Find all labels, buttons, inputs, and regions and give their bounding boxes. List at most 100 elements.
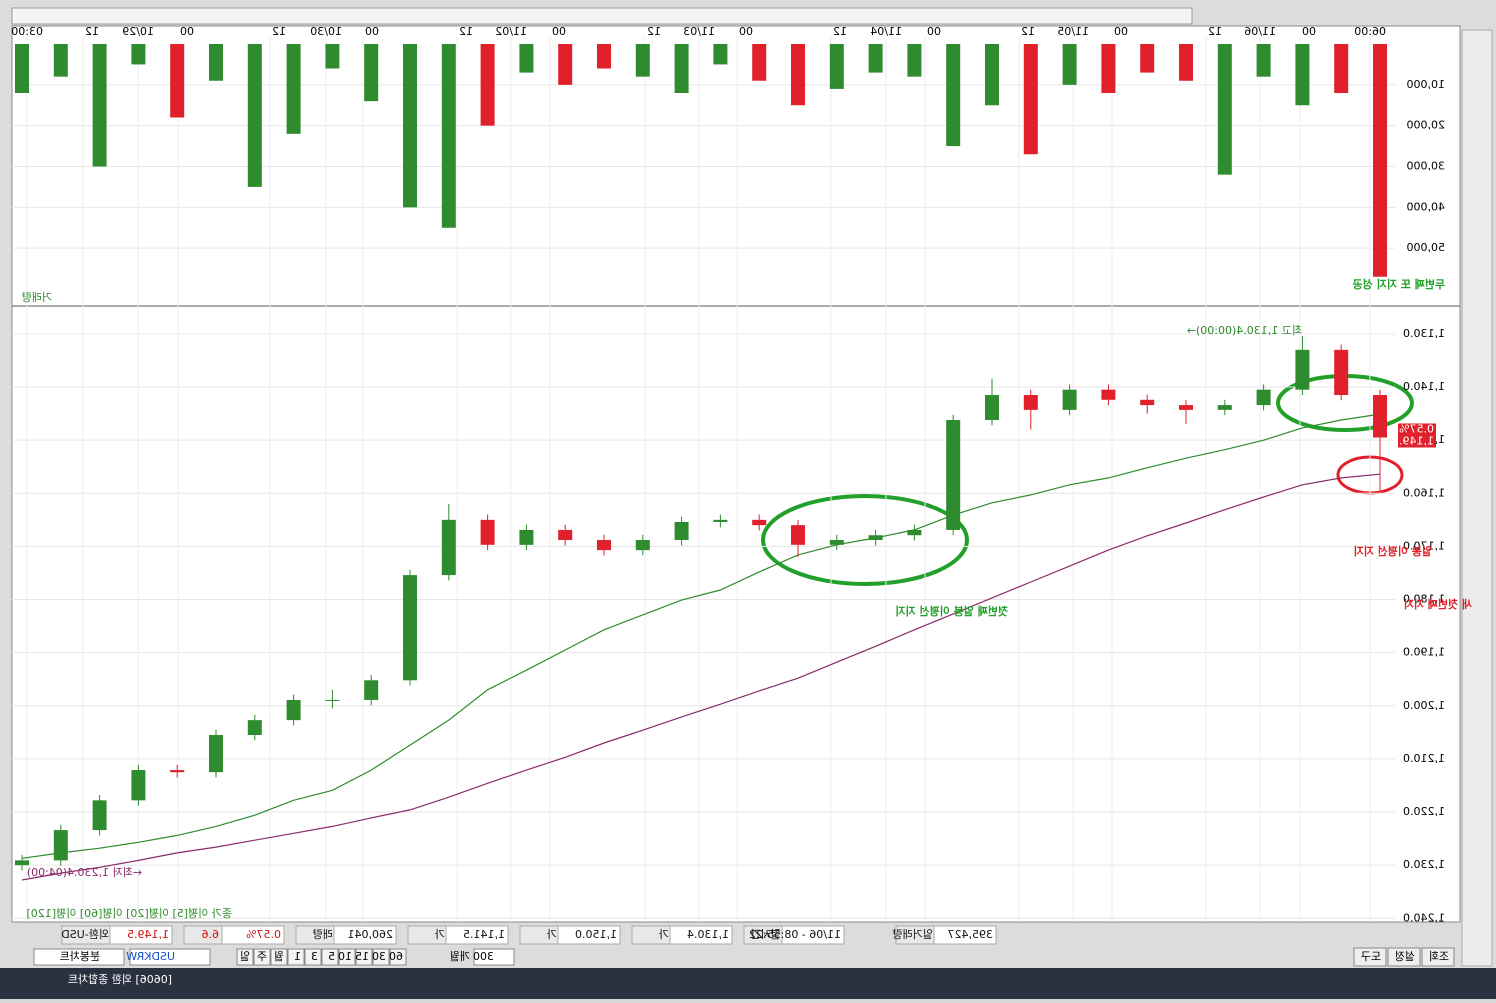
- volume-bar: [791, 44, 805, 106]
- candle-body: [247, 720, 262, 735]
- period-button[interactable]: [270, 948, 288, 966]
- combo-text[interactable]: 분봉차트: [60, 950, 100, 963]
- x-tick-label: 12: [1021, 25, 1035, 38]
- tool-button[interactable]: [1387, 947, 1421, 967]
- period-text[interactable]: 5: [328, 950, 335, 963]
- code-text[interactable]: USDKRW: [126, 950, 175, 963]
- candle-body: [1217, 405, 1232, 410]
- period-button[interactable]: [287, 948, 305, 966]
- volume-bar: [325, 44, 340, 69]
- period-text[interactable]: 10: [338, 950, 352, 963]
- tool-button-text[interactable]: 조회: [1429, 950, 1449, 963]
- y-tick-label: 10,000: [1407, 78, 1446, 91]
- volume-bar: [1295, 44, 1310, 106]
- candle-body: [674, 521, 689, 541]
- period-button[interactable]: [304, 948, 322, 966]
- status-cell: [933, 925, 997, 945]
- title-bar: [0, 968, 1496, 999]
- x-tick-label: 11/05: [1057, 25, 1089, 38]
- period-button[interactable]: [253, 948, 271, 966]
- status-text: 260,041: [348, 928, 394, 941]
- y-tick-label: 1,220.0: [1403, 805, 1445, 818]
- status-text: 0.57%: [246, 928, 281, 941]
- candle-body: [1140, 399, 1155, 406]
- candle-body: [635, 540, 650, 551]
- y-tick-label: 1,190.0: [1403, 646, 1445, 659]
- status-cell: [781, 925, 845, 945]
- status-text: 1,141.5: [463, 928, 505, 941]
- candle-body: [985, 395, 999, 420]
- volume-bar: [597, 44, 611, 69]
- x-tick-label: 00: [365, 25, 379, 38]
- x-tick-label: 00: [1302, 25, 1316, 38]
- volume-bar: [1334, 44, 1349, 93]
- period-button[interactable]: [338, 948, 356, 966]
- period-text[interactable]: 일: [240, 949, 250, 963]
- window-title: [0606] 외환 종합차트: [68, 973, 172, 986]
- candle-body: [1295, 349, 1310, 390]
- last-change: 0.57%: [1399, 423, 1434, 436]
- x-tick-label: 00: [552, 25, 566, 38]
- period-button[interactable]: [321, 948, 339, 966]
- period-text[interactable]: 15: [355, 950, 369, 963]
- volume-bar: [15, 44, 29, 93]
- code-input[interactable]: [129, 948, 211, 966]
- period-button[interactable]: [355, 948, 373, 966]
- scrollbar[interactable]: [11, 7, 1193, 25]
- x-tick-label: 00: [180, 25, 194, 38]
- count-input[interactable]: [473, 948, 515, 966]
- volume-bar: [1140, 44, 1155, 73]
- annotation: 새 첫번째 지지: [1404, 597, 1472, 611]
- x-tick-label: 00: [1114, 25, 1128, 38]
- tool-button-text[interactable]: 도구: [1361, 950, 1381, 963]
- period-button[interactable]: [372, 948, 390, 966]
- y-tick-label: 1,130.0: [1403, 327, 1445, 340]
- period-button[interactable]: [389, 948, 407, 966]
- volume-bar: [1373, 44, 1387, 277]
- count-text[interactable]: 300: [473, 950, 494, 963]
- candle-body: [1373, 395, 1387, 438]
- period-text[interactable]: 3: [311, 950, 318, 963]
- volume-bar: [131, 44, 146, 65]
- y-tick-label: 30,000: [1407, 160, 1446, 173]
- combo[interactable]: [33, 948, 125, 966]
- volume-bar: [635, 44, 650, 77]
- status-text: 전일거래량: [892, 927, 943, 941]
- candle-body: [209, 735, 223, 773]
- status-cell: [445, 925, 509, 945]
- status-text: 1,149.5: [127, 928, 169, 941]
- legend: 종가 이평[5] 이평[20] 이평[60] 이평[120]: [26, 907, 232, 920]
- tool-button[interactable]: [1353, 947, 1387, 967]
- x-tick-label: 12: [85, 25, 99, 38]
- period-button[interactable]: [236, 948, 254, 966]
- y-tick-label: 1,160.0: [1403, 486, 1445, 499]
- period-text[interactable]: 30: [372, 950, 386, 963]
- volume-bar: [1217, 44, 1232, 175]
- y-tick-label: 40,000: [1407, 200, 1446, 213]
- candle-body: [519, 529, 534, 545]
- volume-bar: [364, 44, 379, 102]
- tool-button[interactable]: [1421, 947, 1455, 967]
- x-tick-label: 11/03: [683, 25, 715, 38]
- tool-button-text[interactable]: 설정: [1395, 950, 1415, 963]
- y-tick-label: 1,180.0: [1403, 593, 1445, 606]
- highlight-ellipse: [761, 494, 969, 586]
- period-text[interactable]: 월: [274, 950, 284, 963]
- volume-bar: [286, 44, 301, 134]
- period-text[interactable]: 1: [294, 950, 301, 963]
- status-cell: [221, 925, 285, 945]
- period-text[interactable]: 주: [257, 950, 267, 963]
- x-tick-label: 11/06: [1244, 25, 1276, 38]
- candle-body: [1179, 405, 1193, 410]
- candle-body: [53, 830, 68, 861]
- volume-bar: [1062, 44, 1077, 85]
- x-tick-label: 11/02: [495, 25, 527, 38]
- candle-body: [286, 699, 301, 721]
- candle-body: [364, 680, 379, 700]
- candle-body: [1062, 389, 1077, 410]
- volume-bar: [403, 44, 417, 208]
- period-text[interactable]: 60: [389, 950, 403, 963]
- candle-body: [829, 540, 844, 545]
